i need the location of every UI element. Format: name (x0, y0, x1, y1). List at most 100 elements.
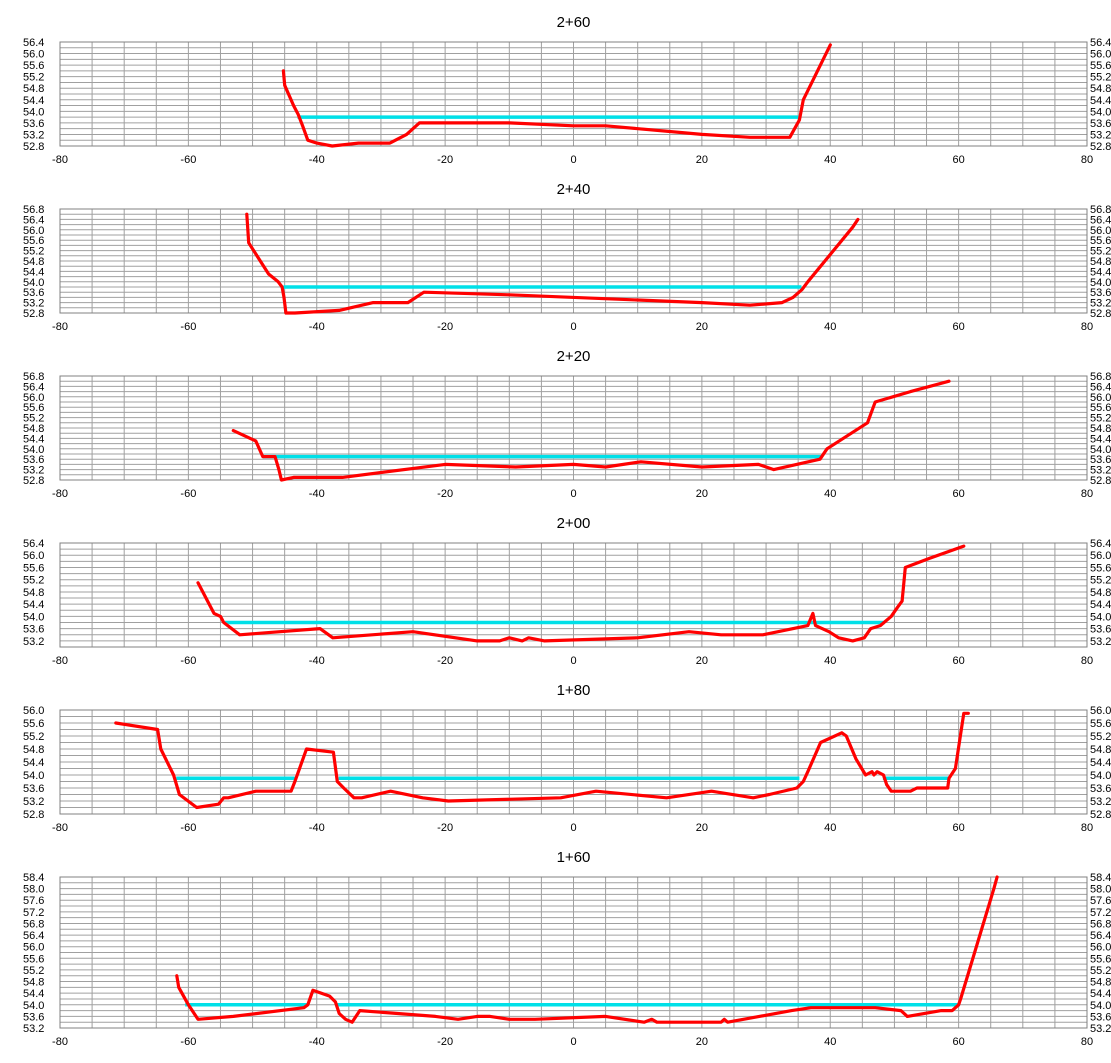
x-tick-label: -60 (180, 154, 196, 166)
y-tick-label-left: 54.8 (23, 977, 44, 989)
x-tick-label: -20 (437, 321, 453, 333)
x-tick-label: 40 (824, 822, 836, 834)
y-tick-label-right: 54.4 (1090, 988, 1111, 1000)
y-tick-label-left: 56.0 (23, 550, 44, 562)
x-tick-label: 60 (953, 488, 965, 500)
x-tick-label: -40 (309, 321, 325, 333)
y-tick-label-left: 56.8 (23, 371, 44, 383)
x-tick-label: 80 (1081, 321, 1093, 333)
y-tick-label-right: 53.2 (1090, 636, 1111, 648)
plot-frame (59, 41, 1088, 147)
panel-title: 2+40 (557, 181, 591, 198)
y-tick-label-right: 53.6 (1090, 1011, 1111, 1023)
x-tick-label: 80 (1081, 488, 1093, 500)
x-tick-label: -80 (52, 321, 68, 333)
y-tick-label-right: 56.0 (1090, 49, 1111, 61)
ground-line (245, 212, 860, 315)
y-tick-label-left: 56.4 (23, 538, 44, 550)
panel-title: 2+00 (557, 515, 591, 532)
y-tick-label-right: 54.8 (1090, 423, 1111, 435)
y-tick-label-left: 54.0 (23, 277, 44, 289)
x-tick-label: 0 (570, 321, 576, 333)
x-tick-label: -80 (52, 822, 68, 834)
y-tick-label-right: 54.8 (1090, 83, 1111, 95)
y-tick-label-right: 55.6 (1090, 562, 1111, 574)
y-tick-label-left: 58.4 (23, 872, 44, 884)
x-tick-label: 20 (696, 321, 708, 333)
y-tick-label-left: 56.4 (23, 214, 44, 226)
y-tick-label-left: 54.8 (23, 587, 44, 599)
x-tick-label: 80 (1081, 1036, 1093, 1048)
y-tick-label-right: 54.4 (1090, 433, 1111, 445)
x-tick-label: -60 (180, 822, 196, 834)
y-tick-label-left: 52.8 (23, 475, 44, 487)
y-tick-label-left: 55.6 (23, 60, 44, 72)
y-tick-label-left: 55.6 (23, 953, 44, 965)
y-tick-label-right: 54.8 (1090, 256, 1111, 268)
y-tick-label-right: 52.8 (1090, 308, 1111, 320)
y-tick-label-left: 54.0 (23, 444, 44, 456)
y-tick-label-left: 56.4 (23, 381, 44, 393)
y-tick-label-right: 52.8 (1090, 141, 1111, 153)
y-tick-label-right: 54.0 (1090, 444, 1111, 456)
x-tick-label: 20 (696, 655, 708, 667)
y-tick-label-left: 55.2 (23, 965, 44, 977)
y-tick-label-right: 55.2 (1090, 575, 1111, 587)
y-tick-label-right: 57.2 (1090, 907, 1111, 919)
y-tick-label-right: 55.2 (1090, 413, 1111, 425)
y-tick-label-left: 56.0 (23, 225, 44, 237)
x-tick-label: 60 (953, 321, 965, 333)
x-tick-label: 0 (570, 154, 576, 166)
x-tick-label: 40 (824, 488, 836, 500)
x-tick-label: 20 (696, 154, 708, 166)
y-tick-label-left: 54.4 (23, 599, 44, 611)
y-tick-label-right: 55.6 (1090, 953, 1111, 965)
y-tick-label-right: 58.4 (1090, 872, 1111, 884)
x-tick-label: 80 (1081, 822, 1093, 834)
y-tick-label-left: 54.4 (23, 95, 44, 107)
y-tick-label-left: 52.8 (23, 809, 44, 821)
y-tick-label-right: 53.2 (1090, 298, 1111, 310)
y-tick-label-left: 55.2 (23, 246, 44, 258)
y-tick-label-left: 53.6 (23, 287, 44, 299)
x-tick-label: 60 (953, 655, 965, 667)
y-tick-label-right: 53.2 (1090, 1023, 1111, 1035)
y-tick-label-right: 54.4 (1090, 266, 1111, 278)
ground-line (231, 379, 951, 482)
y-tick-label-left: 56.4 (23, 37, 44, 49)
y-tick-label-right: 54.8 (1090, 977, 1111, 989)
x-tick-label: 40 (824, 321, 836, 333)
x-tick-label: -40 (309, 822, 325, 834)
x-tick-label: 0 (570, 822, 576, 834)
y-tick-label-left: 56.0 (23, 49, 44, 61)
y-tick-label-right: 54.8 (1090, 744, 1111, 756)
panel-title: 1+80 (557, 682, 591, 699)
x-tick-label: 40 (824, 1036, 836, 1048)
x-tick-label: -60 (180, 488, 196, 500)
x-tick-label: -20 (437, 822, 453, 834)
y-tick-label-left: 54.4 (23, 757, 44, 769)
y-tick-label-right: 53.2 (1090, 796, 1111, 808)
y-tick-label-left: 56.8 (23, 204, 44, 216)
x-tick-label: -20 (437, 655, 453, 667)
plot-frame (59, 876, 1088, 1029)
x-tick-label: -40 (309, 154, 325, 166)
y-tick-label-right: 54.4 (1090, 95, 1111, 107)
x-tick-label: 20 (696, 1036, 708, 1048)
y-tick-label-right: 55.6 (1090, 402, 1111, 414)
x-tick-label: -80 (52, 488, 68, 500)
x-tick-label: -60 (180, 1036, 196, 1048)
y-tick-label-right: 56.0 (1090, 225, 1111, 237)
y-tick-label-right: 53.6 (1090, 783, 1111, 795)
y-tick-label-right: 56.4 (1090, 381, 1111, 393)
y-tick-label-right: 54.0 (1090, 1000, 1111, 1012)
y-tick-label-left: 55.6 (23, 718, 44, 730)
x-tick-label: 0 (570, 655, 576, 667)
ground-line (196, 544, 966, 643)
y-tick-label-left: 54.4 (23, 266, 44, 278)
